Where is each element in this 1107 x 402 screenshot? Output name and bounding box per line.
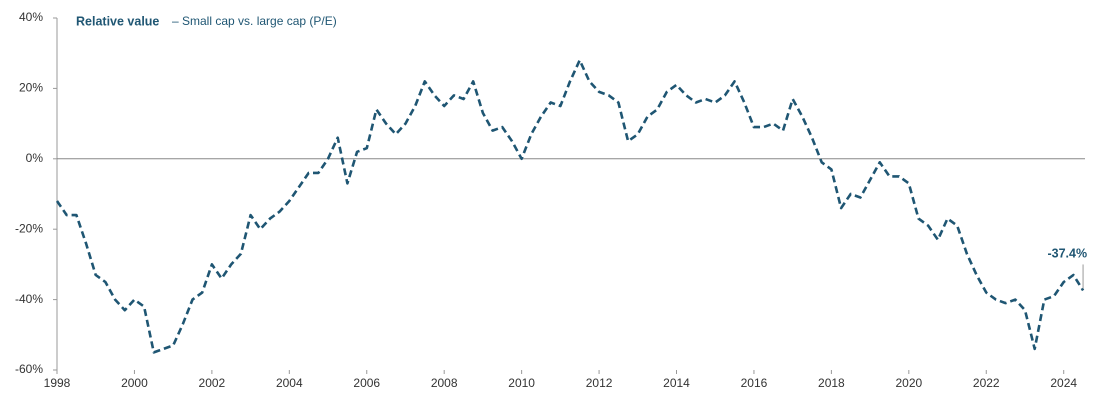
x-tick-label: 2008 [431, 376, 458, 390]
x-tick-label: 2004 [276, 376, 303, 390]
y-tick-label: -40% [15, 292, 43, 306]
x-tick-label: 2018 [818, 376, 845, 390]
chart-title: Relative value [76, 14, 159, 28]
x-tick-label: 2012 [586, 376, 613, 390]
x-tick-label: 2002 [199, 376, 226, 390]
y-tick-label: -60% [15, 362, 43, 376]
x-tick-label: 2000 [121, 376, 148, 390]
x-tick-label: 2022 [973, 376, 1000, 390]
y-tick-label: 40% [19, 10, 43, 24]
x-tick-label: 2014 [663, 376, 690, 390]
data-line [55, 58, 1085, 354]
x-tick-label: 2020 [895, 376, 922, 390]
x-tick-label: 2010 [508, 376, 535, 390]
x-tick-label: 1998 [44, 376, 71, 390]
y-tick-label: -20% [15, 221, 43, 235]
x-tick-label: 2024 [1050, 376, 1077, 390]
chart-subtitle: – Small cap vs. large cap (P/E) [172, 14, 337, 28]
y-tick-label: 0% [26, 151, 44, 165]
x-tick-label: 2006 [353, 376, 380, 390]
y-tick-label: 20% [19, 81, 43, 95]
annotation: -37.4% [1047, 247, 1087, 261]
x-tick-label: 2016 [741, 376, 768, 390]
